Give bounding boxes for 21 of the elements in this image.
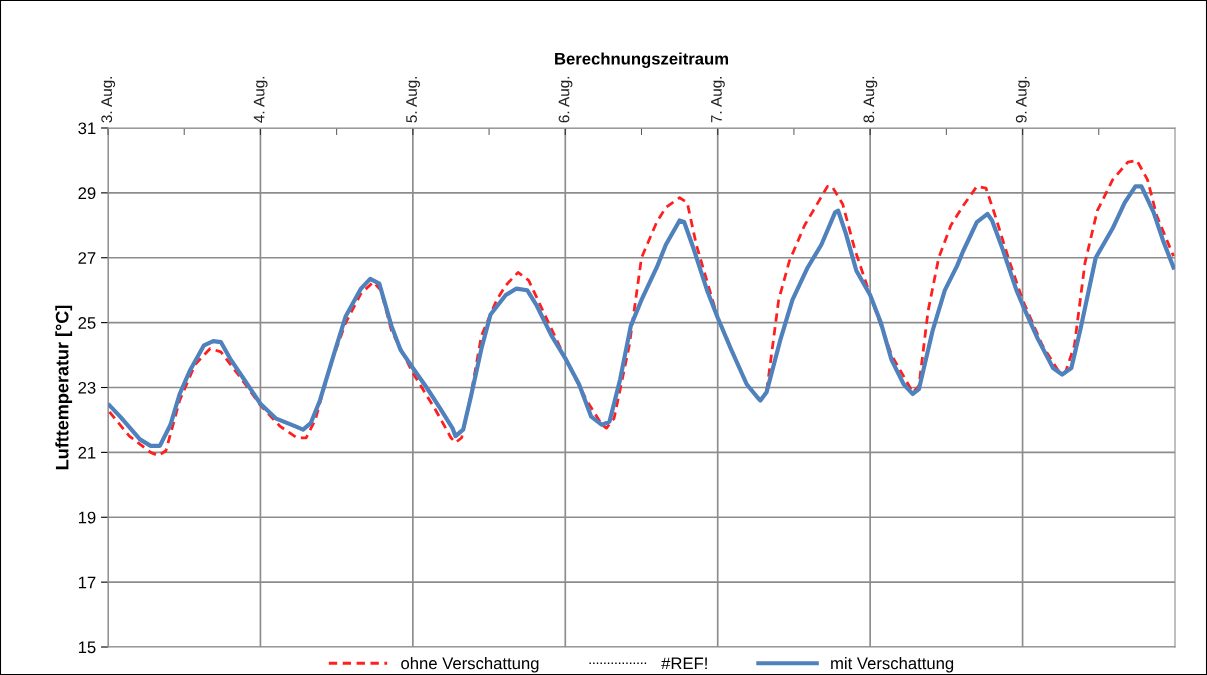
x-axis-title: Berechnungszeitraum [555, 52, 728, 68]
y-tick-label: 17 [78, 576, 96, 589]
y-axis-title: Lufttemperatur [°C] [55, 305, 73, 470]
x-tick-label: 7. Aug. [711, 76, 725, 123]
legend-label: mit Verschattung [831, 657, 954, 673]
x-tick-label: 5. Aug. [406, 76, 420, 123]
y-tick-label: 23 [78, 381, 96, 394]
y-tick-label: 29 [78, 187, 96, 200]
y-tick-label: 25 [78, 317, 96, 329]
y-tick-label: 21 [78, 446, 96, 459]
x-tick-label: 6. Aug. [558, 76, 573, 123]
legend-label: #REF! [661, 657, 707, 670]
y-tick-label: 15 [78, 641, 96, 654]
x-tick-label: 4. Aug. [253, 76, 268, 123]
y-tick-label: 31 [78, 122, 96, 135]
y-tick-label: 19 [78, 511, 96, 524]
x-tick-label: 3. Aug. [101, 76, 116, 123]
x-tick-label: 8. Aug. [863, 76, 878, 123]
legend-label: ohne Verschattung [401, 657, 539, 673]
y-tick-label: 27 [78, 252, 96, 264]
x-tick-label: 9. Aug. [1015, 76, 1030, 123]
